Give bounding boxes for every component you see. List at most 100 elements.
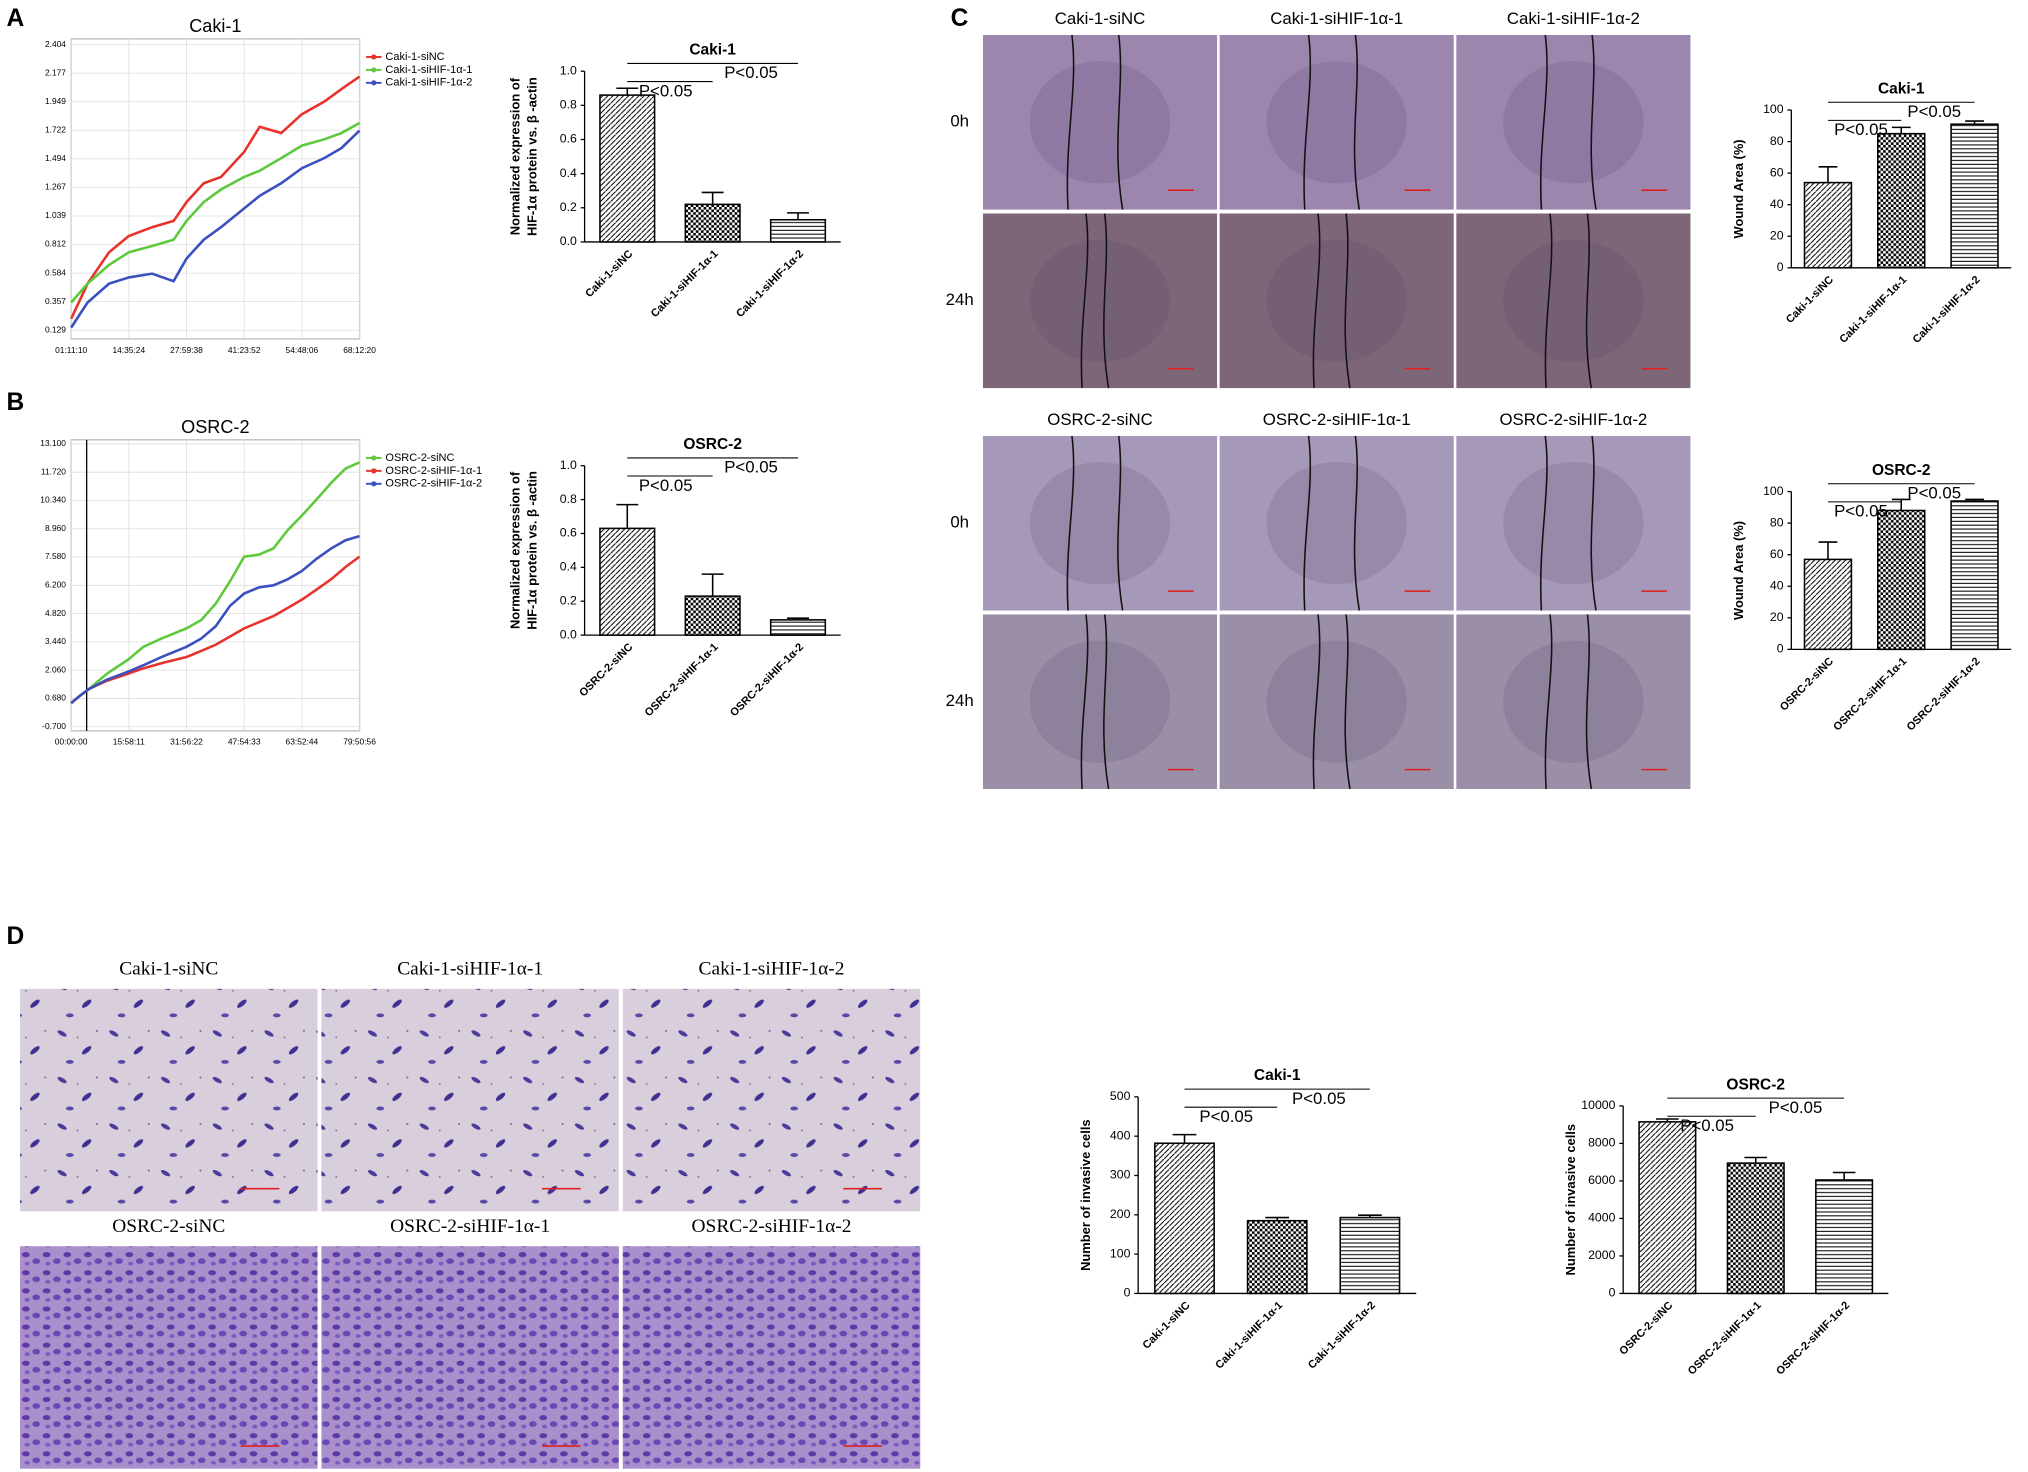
y-tick-label: 6.200 xyxy=(45,580,66,590)
micrograph xyxy=(621,1244,922,1470)
wound-edge xyxy=(1353,34,1361,210)
micrograph-shade xyxy=(1029,640,1171,763)
legend-label: OSRC-2-siNC xyxy=(385,452,454,464)
micrograph xyxy=(18,1244,319,1470)
chart-title: OSRC-2 xyxy=(683,436,742,453)
micrograph xyxy=(982,213,1218,389)
y-axis-label: Number of invasive cells xyxy=(1563,1124,1578,1276)
y-axis-label: HIF-1α protein vs. β -actin xyxy=(524,471,539,630)
wound-edge xyxy=(1103,213,1110,389)
legend-label: Caki-1-siHIF-1α-2 xyxy=(385,77,472,89)
micrograph xyxy=(982,435,1218,611)
series-line xyxy=(70,534,360,705)
image-label: Caki-1-siNC xyxy=(1055,9,1146,28)
legend-label: Caki-1-siNC xyxy=(385,51,444,63)
panel-label: C xyxy=(951,5,969,32)
error-bar xyxy=(1891,126,1911,134)
x-tick-label: OSRC-2-siHIF-1α-1 xyxy=(1831,655,1909,733)
x-tick-label: OSRC-2-siHIF-1α-2 xyxy=(1774,1299,1852,1377)
legend-label: OSRC-2-siHIF-1α-2 xyxy=(385,478,482,490)
y-tick-label: 0 xyxy=(1124,1286,1131,1300)
error-bar xyxy=(616,503,639,529)
x-tick-label: OSRC-2-siNC xyxy=(1617,1299,1675,1357)
image-label: OSRC-2-siNC xyxy=(112,1216,225,1237)
wound-edge xyxy=(1117,34,1124,210)
series-line xyxy=(70,121,361,304)
image-label: OSRC-2-siHIF-1α-1 xyxy=(1263,410,1411,429)
legend-marker xyxy=(371,481,377,487)
y-tick-label: 300 xyxy=(1110,1168,1131,1182)
y-tick-label: 0.357 xyxy=(45,296,66,306)
y-tick-label: -0.700 xyxy=(42,721,66,731)
image-label: Caki-1-siHIF-1α-2 xyxy=(1507,9,1640,28)
x-tick-label: OSRC-2-siNC xyxy=(1778,655,1836,713)
y-tick-label: 0.0 xyxy=(560,627,577,641)
row-label: 0h xyxy=(950,513,969,532)
bar xyxy=(1246,1219,1308,1295)
y-axis-label: Wound Area (%) xyxy=(1731,521,1746,620)
bar xyxy=(1950,500,1999,651)
y-axis-label: HIF-1α protein vs. β -actin xyxy=(524,77,539,236)
y-tick-label: 0 xyxy=(1609,1286,1616,1300)
error-bar xyxy=(787,212,809,220)
y-tick-label: 2000 xyxy=(1588,1248,1615,1262)
image-label: Caki-1-siNC xyxy=(119,959,218,980)
significance-label: P<0.05 xyxy=(724,458,778,477)
wound-edge xyxy=(1590,34,1597,210)
y-tick-label: 0.8 xyxy=(560,98,577,112)
micrograph xyxy=(1219,34,1454,210)
y-axis-label: Wound Area (%) xyxy=(1731,139,1746,238)
micrograph-shade xyxy=(1503,462,1644,585)
wound-edge xyxy=(1344,213,1351,389)
y-tick-label: 0.8 xyxy=(560,492,577,506)
wound-edge xyxy=(1585,213,1593,389)
micrograph xyxy=(1219,213,1454,389)
significance-label: P<0.05 xyxy=(1199,1107,1253,1126)
error-bar xyxy=(787,617,809,620)
micrograph xyxy=(1456,614,1691,790)
error-bar xyxy=(1891,498,1911,511)
micrograph-shade xyxy=(1266,61,1407,184)
row-label: 24h xyxy=(946,691,974,710)
y-tick-label: 40 xyxy=(1770,197,1784,211)
wound-edge xyxy=(1103,614,1110,790)
x-tick-label: Caki-1-siHIF-1α-2 xyxy=(734,248,806,320)
y-tick-label: 2.177 xyxy=(45,67,66,77)
significance-label: P<0.05 xyxy=(1292,1089,1346,1108)
wound-edge xyxy=(1080,213,1089,389)
error-bar xyxy=(1965,120,1984,125)
bar xyxy=(1803,558,1853,651)
y-tick-label: 1.039 xyxy=(45,210,66,220)
significance-label: P<0.05 xyxy=(1907,484,1961,503)
chart-title: Caki-1 xyxy=(189,16,241,36)
y-tick-label: 100 xyxy=(1763,484,1784,498)
x-tick-label: 47:54:33 xyxy=(228,737,261,747)
wound-edge xyxy=(1544,213,1553,389)
legend-marker xyxy=(371,80,377,86)
x-tick-label: 41:23:52 xyxy=(228,345,261,355)
significance-label: P<0.05 xyxy=(1907,102,1961,121)
x-tick-label: 31:56:22 xyxy=(170,737,203,747)
x-tick-label: 63:52:44 xyxy=(286,737,319,747)
legend-marker xyxy=(371,468,377,474)
chart-title: OSRC-2 xyxy=(181,417,249,437)
x-tick-label: 14:35:24 xyxy=(112,345,145,355)
y-tick-label: 0 xyxy=(1777,260,1784,274)
x-tick-label: 68:12:20 xyxy=(343,345,376,355)
y-tick-label: 1.0 xyxy=(560,63,577,77)
series-line xyxy=(69,75,361,320)
image-label: OSRC-2-siHIF-1α-1 xyxy=(390,1216,550,1237)
error-bar xyxy=(1832,1171,1856,1180)
y-tick-label: 10.340 xyxy=(40,495,66,505)
error-bar xyxy=(1744,1156,1768,1164)
micrograph xyxy=(982,34,1218,210)
y-tick-label: 0.4 xyxy=(560,560,577,574)
error-bar xyxy=(1965,498,1984,502)
y-tick-label: 1.494 xyxy=(45,153,66,163)
legend-label: OSRC-2-siHIF-1α-1 xyxy=(385,465,482,477)
bar xyxy=(769,619,827,636)
error-bar xyxy=(1656,1118,1679,1122)
chart-title: Caki-1 xyxy=(1878,80,1925,97)
bar xyxy=(1638,1121,1697,1295)
y-tick-label: 60 xyxy=(1770,165,1784,179)
